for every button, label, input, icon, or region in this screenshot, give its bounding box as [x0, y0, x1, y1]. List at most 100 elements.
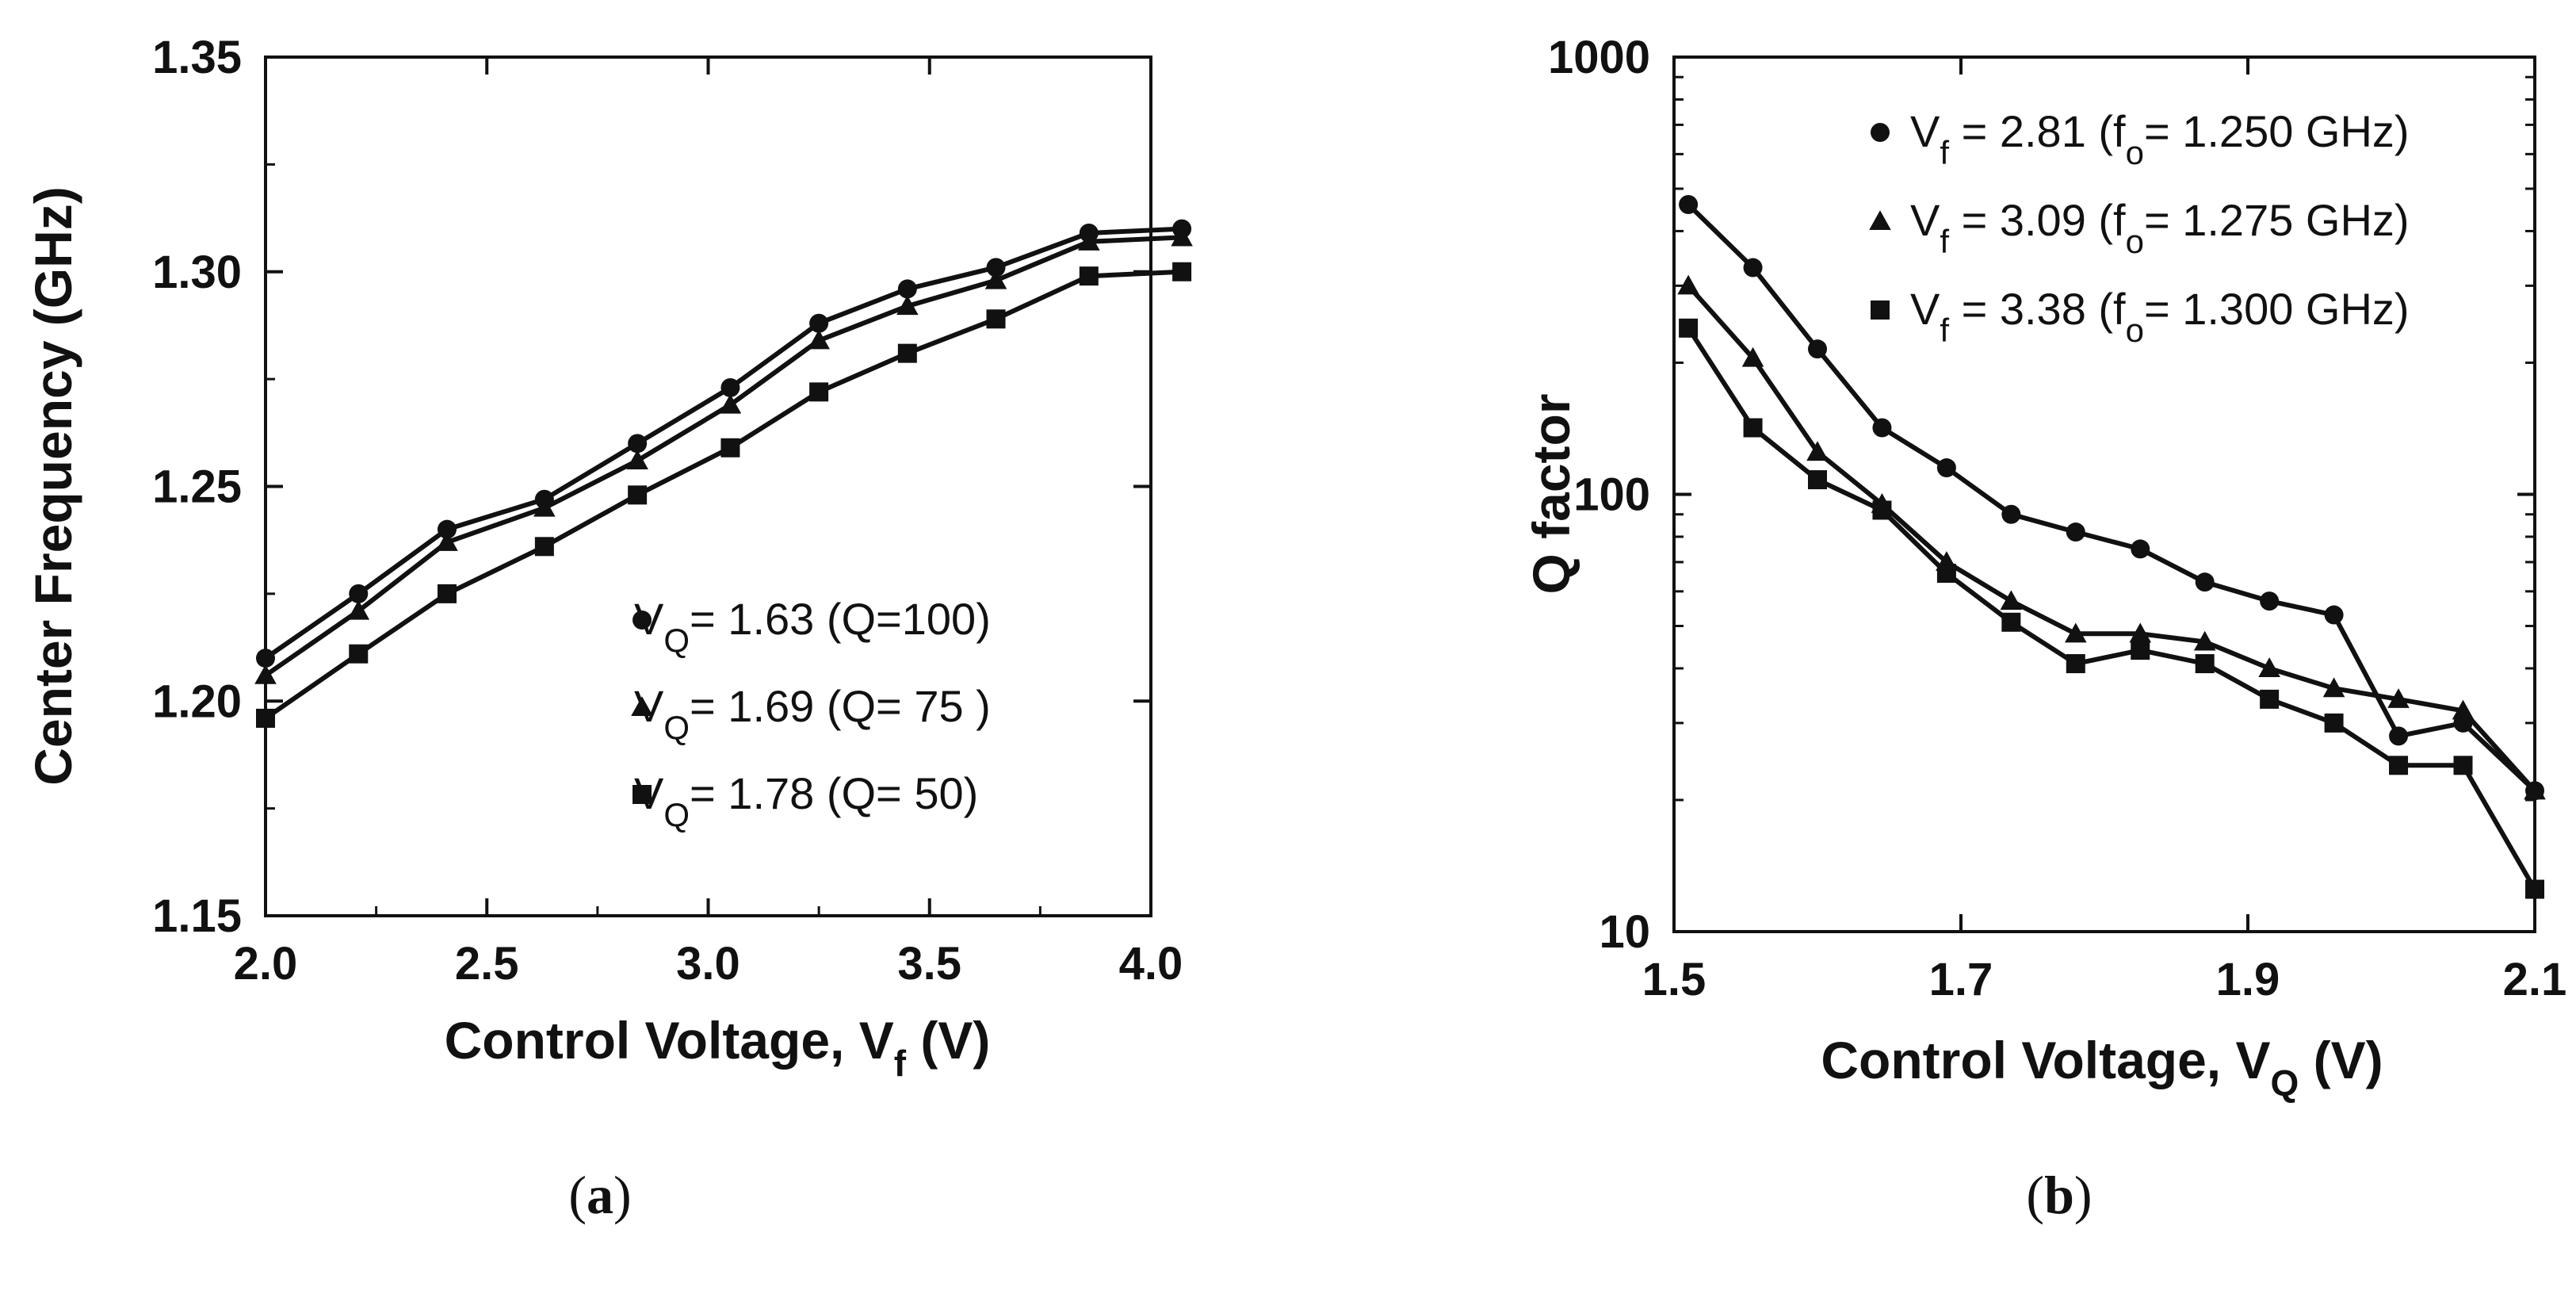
data-point-triangle [1741, 346, 1764, 367]
data-point-circle [809, 313, 829, 333]
data-point-circle [628, 434, 648, 454]
data-point-square [1743, 418, 1763, 438]
plot-frame [1672, 56, 2536, 933]
data-point-square [2453, 756, 2473, 775]
data-point-square [2324, 713, 2344, 733]
data-point-circle [1936, 458, 1956, 478]
x-tick-label: 2.0 [234, 938, 298, 990]
data-point-triangle [896, 295, 919, 316]
data-point-square [2131, 641, 2150, 660]
x-tick-label: 4.0 [1119, 938, 1183, 990]
data-point-triangle [2387, 688, 2410, 708]
data-point-triangle [347, 599, 370, 620]
data-point-square [437, 584, 457, 603]
data-point-triangle [1078, 231, 1100, 251]
data-point-circle [256, 649, 275, 668]
data-point-circle [720, 377, 740, 397]
data-point-square [628, 485, 648, 505]
data-point-circle [2001, 504, 2021, 524]
data-point-circle [897, 279, 917, 299]
y-tick-label: 1000 [1548, 32, 1650, 83]
data-point-square [534, 537, 554, 557]
series-line-square [264, 269, 1183, 721]
data-point-square [2195, 654, 2215, 674]
legend-entry: Vf = 2.81 (fo= 1.250 GHz) [1910, 106, 2410, 171]
data-point-circle [349, 584, 369, 603]
y-tick-label: 1.25 [152, 461, 242, 513]
y-tick-label: 1.15 [152, 890, 242, 942]
x-tick-label: 2.5 [455, 938, 519, 990]
y-tick-label: 1.35 [152, 32, 242, 83]
data-point-triangle [2193, 630, 2216, 651]
data-point-circle [2389, 726, 2409, 746]
data-point-triangle [254, 664, 277, 684]
chart-panel-b: 1.5 1.7 1.9 2.1 10 100 1000 Vf = 2.81 (fo= 1.25… [1522, 32, 2566, 1225]
data-point-triangle [1806, 441, 1829, 461]
legend-marker-circle [1871, 123, 1890, 142]
data-point-triangle [2524, 779, 2546, 800]
legend-marker-triangle [1869, 210, 1891, 231]
legend-entry: Vf = 3.09 (fo= 1.275 GHz) [1910, 195, 2410, 260]
legend-marker-square [633, 785, 652, 804]
y-axis-label: Q factor [1522, 393, 1580, 594]
panel-label: (b) [2026, 1165, 2092, 1225]
data-point-triangle [1677, 274, 1699, 295]
data-point-triangle [2322, 677, 2345, 698]
data-point-circle [2195, 572, 2215, 592]
data-point-square [809, 382, 829, 402]
data-point-triangle [808, 329, 830, 350]
data-point-square [2001, 612, 2021, 632]
data-point-square [1172, 262, 1192, 281]
data-point-triangle [2452, 699, 2475, 720]
x-tick-label: 1.5 [1642, 954, 1707, 1005]
legend-marker-triangle [631, 696, 653, 717]
x-tick-label: 3.0 [676, 938, 740, 990]
data-point-square [349, 644, 369, 664]
data-point-circle [1679, 194, 1699, 214]
data-point-square [720, 438, 740, 457]
data-point-square [1079, 266, 1099, 286]
data-point-circle [1743, 258, 1763, 278]
data-point-square [2260, 689, 2280, 709]
data-point-square [2389, 756, 2409, 775]
data-point-triangle [2000, 590, 2023, 611]
x-axis-label: Control Voltage, VQ (V) [1821, 1031, 2383, 1104]
legend-marker-square [1871, 300, 1890, 320]
y-tick-label: 1.30 [152, 247, 242, 298]
data-point-triangle [2129, 622, 2152, 643]
data-point-circle [986, 258, 1006, 278]
series-line-triangle [1686, 284, 2537, 793]
y-axis-label: Center Frequency (GHz) [24, 186, 82, 785]
data-point-triangle [2065, 622, 2087, 643]
panel-label: (a) [568, 1165, 631, 1225]
data-point-circle [437, 519, 457, 539]
data-point-triangle [436, 531, 458, 551]
legend-entry: VQ= 1.63 (Q=100) [634, 594, 991, 659]
legend-entry: VQ= 1.69 (Q= 75 ) [634, 681, 991, 746]
data-point-square [1872, 500, 1892, 520]
x-axis-label: Control Voltage, Vf (V) [445, 1011, 991, 1084]
series-line-circle [1687, 202, 2537, 793]
chart-panel-a: 2.0 2.5 3.0 3.5 4.0 1.15 1.20 1.25 1.30 1.35 VQ= 1… [24, 32, 1193, 1225]
data-point-circle [1808, 339, 1827, 359]
data-point-circle [2324, 605, 2344, 625]
data-point-triangle [626, 450, 648, 470]
data-point-circle [2260, 591, 2280, 611]
data-point-triangle [1171, 226, 1193, 247]
legend-entry: Vf = 3.38 (fo= 1.300 GHz) [1910, 284, 2410, 349]
legend-entry: VQ= 1.78 (Q= 50) [634, 768, 978, 833]
data-point-square [2066, 654, 2085, 674]
data-point-square [1936, 564, 1956, 584]
x-tick-label: 1.7 [1929, 954, 1993, 1005]
data-point-square [897, 343, 917, 363]
y-tick-label: 10 [1599, 906, 1650, 958]
data-point-triangle [719, 393, 742, 414]
data-point-square [986, 309, 1006, 329]
data-point-square [1679, 318, 1699, 338]
data-point-triangle [533, 496, 556, 517]
data-point-triangle [984, 269, 1007, 289]
data-point-circle [2066, 523, 2085, 542]
data-point-square [1808, 470, 1827, 490]
x-tick-label: 3.5 [897, 938, 961, 990]
